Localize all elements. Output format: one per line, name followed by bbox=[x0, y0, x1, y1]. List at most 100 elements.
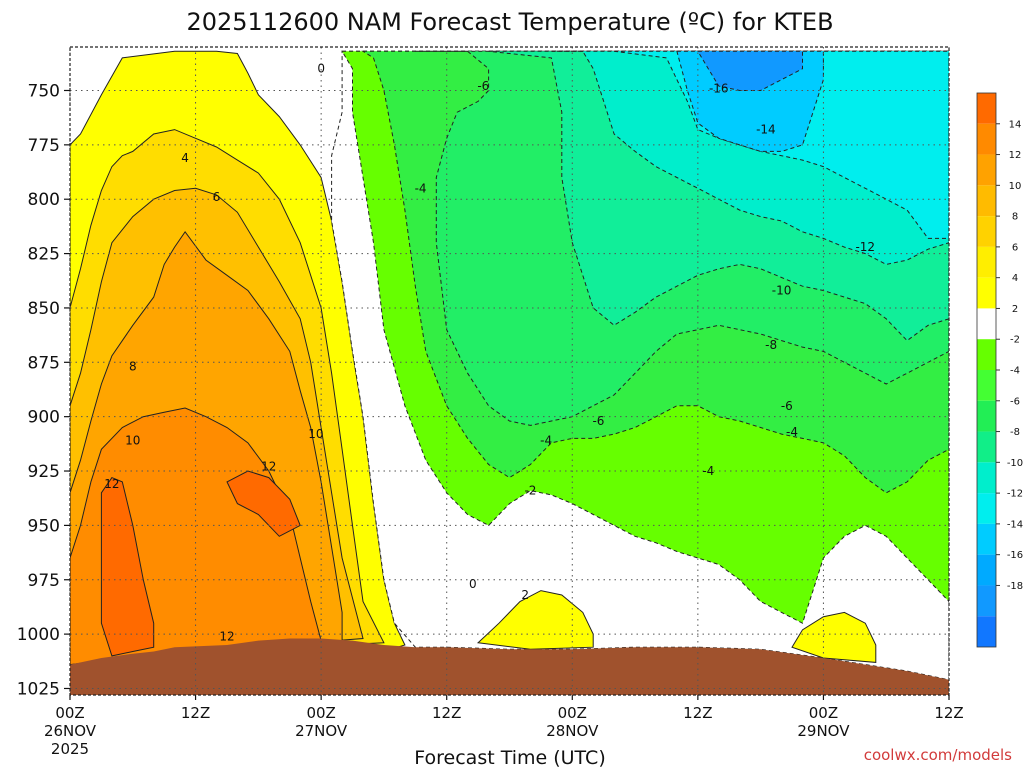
terrain-layer bbox=[70, 638, 949, 695]
y-tick-label: 875 bbox=[28, 353, 60, 373]
colorbar-swatch bbox=[977, 185, 996, 217]
colorbar-swatch bbox=[977, 216, 996, 247]
contour-label: 10 bbox=[125, 434, 140, 448]
contour-label: 12 bbox=[261, 460, 276, 474]
contour-label: 0 bbox=[317, 62, 325, 76]
chart-title: 2025112600 NAM Forecast Temperature (ºC)… bbox=[186, 8, 833, 36]
contour-label: -4 bbox=[702, 464, 714, 478]
contour-label: -4 bbox=[415, 181, 427, 195]
contour-label: -12 bbox=[855, 240, 875, 254]
colorbar-swatch bbox=[977, 431, 996, 463]
contour-label: 2 bbox=[521, 588, 529, 602]
colorbar-tick-label: -8 bbox=[1010, 427, 1020, 438]
colorbar-tick-label: 10 bbox=[1009, 181, 1022, 192]
x-tick-label-top: 00Z bbox=[809, 704, 838, 722]
x-tick-label-top: 00Z bbox=[558, 704, 587, 722]
x-tick-label-mid: 29NOV bbox=[797, 722, 850, 740]
contour-label: 0 bbox=[469, 577, 477, 591]
y-tick-label: 825 bbox=[28, 245, 60, 265]
colorbar-tick-label: -14 bbox=[1007, 519, 1023, 530]
y-tick-label: 775 bbox=[28, 136, 60, 156]
colorbar-tick-label: -10 bbox=[1007, 458, 1023, 469]
contour-label: -2 bbox=[524, 484, 536, 498]
contour-label: -16 bbox=[709, 81, 729, 95]
contour-label: -10 bbox=[772, 284, 792, 298]
temp-region-cold-16to-18 bbox=[697, 50, 803, 91]
colorbar-swatch bbox=[977, 93, 996, 124]
colorbar-tick-label: -6 bbox=[1010, 396, 1020, 407]
plot-frame bbox=[69, 46, 950, 696]
colorbar-swatch bbox=[977, 462, 996, 494]
colorbar-tick-label: 14 bbox=[1009, 119, 1022, 130]
contour-label: 10 bbox=[308, 427, 323, 441]
colorbar-tick-label: -4 bbox=[1010, 366, 1020, 377]
x-tick-label-top: 00Z bbox=[306, 704, 335, 722]
y-tick-label: 800 bbox=[28, 190, 60, 210]
colorbar-swatch bbox=[977, 154, 996, 186]
colorbar-tick-label: -2 bbox=[1010, 335, 1020, 346]
temp-region-warm-2-pocket-b bbox=[791, 611, 877, 663]
colorbar-swatch bbox=[977, 339, 996, 370]
colorbar-tick-label: -12 bbox=[1007, 489, 1023, 500]
contour-label: 4 bbox=[181, 151, 189, 165]
contour-label: -8 bbox=[765, 338, 777, 352]
x-tick-label-mid: 28NOV bbox=[546, 722, 599, 740]
contour-label: -6 bbox=[781, 399, 793, 413]
colorbar-swatch bbox=[977, 123, 996, 155]
grid-layer bbox=[69, 47, 950, 695]
terrain-surface bbox=[70, 638, 949, 695]
colorbar-swatch bbox=[977, 370, 996, 401]
temperature-fill-layer bbox=[70, 50, 949, 681]
contour-label: 6 bbox=[213, 190, 221, 204]
colorbar-swatch bbox=[977, 246, 996, 278]
colorbar-tick-label: 4 bbox=[1012, 273, 1018, 284]
colorbar-swatch bbox=[977, 308, 996, 340]
y-axis: 750 775 800 825 850 875 900 925 950 975 1000 1025 bbox=[17, 81, 70, 699]
y-tick-label: 900 bbox=[28, 408, 60, 428]
y-tick-label: 950 bbox=[28, 516, 60, 536]
colorbar: 14 12 10 8 6 4 2 -2 -4 -6 -8 -10 -12 -14 -16 -18 bbox=[976, 92, 1023, 648]
y-tick-label: 1000 bbox=[17, 625, 60, 645]
x-tick-label-bot: 2025 bbox=[51, 740, 89, 758]
contour-label: -14 bbox=[756, 123, 776, 137]
contour-label: -4 bbox=[786, 425, 798, 439]
colorbar-swatch bbox=[977, 554, 996, 586]
x-tick-label-top: 12Z bbox=[934, 704, 963, 722]
colorbar-swatch bbox=[977, 277, 996, 309]
contour-label: -4 bbox=[540, 434, 552, 448]
temp-region-warm-12-core bbox=[226, 470, 301, 537]
colorbar-tick-label: -18 bbox=[1007, 581, 1023, 592]
contour-label: 8 bbox=[129, 360, 137, 374]
y-tick-label: 925 bbox=[28, 462, 60, 482]
x-axis-label: Forecast Time (UTC) bbox=[414, 747, 605, 768]
contour-label: -6 bbox=[592, 414, 604, 428]
y-tick-label: 750 bbox=[28, 81, 60, 101]
x-tick-label-top: 12Z bbox=[432, 704, 461, 722]
x-tick-label-top: 12Z bbox=[683, 704, 712, 722]
colorbar-swatch bbox=[977, 523, 996, 555]
credit-text: coolwx.com/models bbox=[864, 746, 1012, 764]
x-tick-label-mid: 26NOV bbox=[44, 722, 97, 740]
contour-label-layer: 0 -6 -16 -14 4 -4 6 -12 -10 -8 8 -6 -6 10 10 -4 -4 12 -4 12… bbox=[104, 62, 875, 644]
contour-label: -6 bbox=[477, 79, 489, 93]
colorbar-swatch bbox=[977, 400, 996, 432]
x-tick-label-mid: 27NOV bbox=[295, 722, 348, 740]
colorbar-swatch bbox=[977, 493, 996, 524]
y-tick-label: 850 bbox=[28, 299, 60, 319]
x-tick-label-top: 00Z bbox=[55, 704, 84, 722]
colorbar-tick-label: 2 bbox=[1012, 304, 1018, 315]
contour-label: 12 bbox=[219, 629, 234, 643]
colorbar-tick-label: 6 bbox=[1012, 242, 1018, 253]
colorbar-tick-label: 8 bbox=[1012, 212, 1018, 223]
y-tick-label: 1025 bbox=[17, 679, 60, 699]
colorbar-tick-label: -16 bbox=[1007, 550, 1023, 561]
y-tick-label: 975 bbox=[28, 571, 60, 591]
contour-label: 12 bbox=[104, 477, 119, 491]
colorbar-swatch bbox=[977, 585, 996, 617]
temp-region-warm-12to14 bbox=[100, 476, 155, 657]
colorbar-tick-label: 12 bbox=[1009, 150, 1022, 161]
x-tick-label-top: 12Z bbox=[181, 704, 210, 722]
colorbar-swatch bbox=[977, 616, 996, 647]
